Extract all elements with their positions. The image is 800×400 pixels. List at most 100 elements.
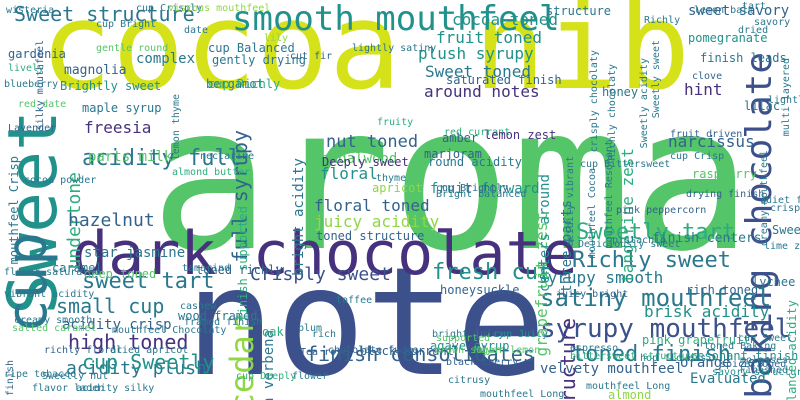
- word-cloud-term: around notes: [424, 82, 540, 101]
- word-cloud-term: Deeply sweet: [322, 155, 409, 169]
- word-cloud-term: richly floral: [44, 345, 123, 356]
- word-cloud-term: red currant: [444, 127, 511, 138]
- word-cloud-term: saturated finish: [446, 73, 562, 87]
- word-cloud-term: mouthfeel Long: [480, 389, 565, 400]
- word-cloud-term: Finished: [740, 365, 789, 376]
- word-cloud-term: crisp sweet: [770, 203, 800, 214]
- word-cloud-term: rich toned: [686, 283, 759, 297]
- word-cloud-term: spice toned: [720, 359, 787, 370]
- word-cloud-term: freesia: [84, 118, 152, 137]
- word-cloud-term: parts milk: [88, 149, 173, 165]
- word-cloud-term: cup Sweetly: [82, 350, 215, 374]
- word-cloud-term: high toned: [68, 330, 189, 354]
- word-cloud-term: plush syrupy: [418, 44, 534, 63]
- word-cloud-term: wood framed: [178, 309, 258, 323]
- word-cloud-term: fresh cut: [432, 260, 552, 285]
- word-cloud-term: round acidity: [428, 155, 522, 169]
- word-cloud-term: Bright balanced: [436, 189, 527, 200]
- word-cloud-term: agave syrup: [430, 339, 510, 353]
- word-cloud-term: cup Bittersweet: [580, 159, 671, 170]
- word-cloud-term: cup Brightly: [436, 183, 509, 194]
- word-cloud-term: cup Richly: [208, 77, 281, 91]
- word-cloud-term: Lavender: [8, 123, 57, 134]
- word-cloud-term: cashew: [180, 301, 217, 312]
- word-cloud-term: orange zest: [680, 355, 773, 371]
- word-cloud-term: lime zest: [764, 241, 800, 252]
- word-cloud-term: Sweetly sweet: [772, 223, 800, 237]
- word-cloud-term: tart: [742, 1, 767, 12]
- word-cloud-term: honey: [602, 85, 639, 99]
- word-cloud-term: toned richly: [196, 263, 283, 277]
- word-cloud-term: bright acidity: [291, 158, 307, 277]
- word-cloud-term: acidity full: [82, 146, 241, 171]
- word-cloud-term: Sweetly nut: [42, 371, 109, 382]
- word-cloud-term: Meyer lemon: [474, 345, 541, 356]
- word-cloud-term: Sweetly tart: [576, 220, 735, 245]
- word-cloud-term: cup Deeply: [236, 371, 297, 382]
- word-cloud-term: Sweet structure: [14, 2, 195, 26]
- word-cloud-term: mouthfeel Chocolaty: [112, 325, 227, 336]
- word-cloud-term: juicy bright: [556, 289, 629, 300]
- word-cloud-term: hop flowers: [640, 353, 707, 364]
- word-cloud-term: viscous mouthfeel: [168, 3, 271, 14]
- word-cloud-term: flower: [292, 371, 329, 382]
- word-cloud-term: oak: [262, 325, 284, 339]
- word-cloud-term: molasses: [740, 355, 789, 366]
- word-cloud-term: balanced acidity: [785, 300, 799, 400]
- word-cloud-term: syrupy smooth: [538, 268, 664, 287]
- word-cloud-term: finish leads: [700, 51, 787, 65]
- word-cloud-term: satiny mouthfeel: [540, 284, 772, 312]
- word-cloud-term: finish centers: [652, 231, 762, 246]
- word-cloud-term: red date: [18, 99, 67, 110]
- word-cloud-term: star jasmine: [84, 245, 186, 261]
- word-cloud-term: note: [185, 236, 547, 400]
- word-cloud-term: salted caramel: [12, 323, 97, 334]
- word-cloud-term: Brightly sweet: [60, 79, 162, 93]
- word-cloud-term: acidity crisp: [62, 317, 172, 333]
- word-cloud-term: cut fir: [290, 51, 333, 62]
- word-cloud-term: citrusy: [448, 375, 491, 386]
- word-cloud-term: smooth mouthfeel: [232, 0, 560, 39]
- word-cloud-term: quiet floral: [760, 195, 800, 206]
- word-cloud-term: toffee: [336, 295, 373, 306]
- word-cloud-term: honeysuckle: [440, 283, 520, 297]
- word-cloud-term: resonant finish: [690, 349, 799, 363]
- word-cloud-term: toned Baking: [704, 341, 777, 352]
- word-cloud-term: tamarind: [182, 263, 231, 274]
- word-cloud-term: gardenia: [8, 47, 66, 61]
- word-cloud-term: drying finish: [686, 189, 765, 200]
- word-cloud-term: magnolia: [64, 63, 127, 78]
- word-cloud-term: apricot: [372, 181, 423, 195]
- word-cloud-term: ripe tobacco: [4, 369, 77, 380]
- word-cloud-term: hazelnut: [68, 210, 155, 231]
- word-cloud-term: nut toned: [326, 132, 419, 152]
- word-cloud-term: lemon balm: [694, 5, 755, 16]
- word-cloud-term: pink grapefruit: [642, 333, 751, 347]
- word-cloud-term: supported: [436, 333, 491, 344]
- word-cloud-term: Evaluated: [690, 371, 766, 387]
- word-cloud-term: black currant: [360, 344, 454, 358]
- word-cloud-term: gentle round: [96, 43, 169, 54]
- word-cloud-term: small cup: [56, 294, 165, 318]
- word-cloud-term: flavor saturated: [4, 267, 101, 278]
- word-cloud-term: date: [184, 25, 209, 36]
- word-cloud-term: chocolate fudge: [328, 345, 419, 356]
- word-cloud-term: cup Sweet: [738, 333, 793, 344]
- word-cloud-term: aroma: [150, 63, 753, 296]
- word-cloud-term: Richly chocolaty: [607, 64, 618, 161]
- word-cloud-term: Richly: [644, 15, 681, 26]
- word-cloud-term: savory: [754, 17, 791, 28]
- word-cloud-term: centers around: [537, 174, 553, 293]
- word-cloud-term: thyme: [376, 173, 407, 184]
- word-cloud-term: mouthfeel Crisp: [7, 156, 21, 265]
- word-cloud-term: deep toned: [84, 267, 157, 281]
- word-cloud-term: Sweetly acidity: [639, 58, 650, 149]
- word-cloud-term: fruit toned: [436, 28, 542, 47]
- word-cloud-term: nectarine: [200, 151, 255, 162]
- word-cloud-term: vibrant acidity: [4, 289, 95, 300]
- word-cloud-term: lychee: [752, 275, 796, 289]
- word-cloud-term: sweet tart: [82, 269, 215, 294]
- word-cloud-term: raspberry: [692, 167, 758, 181]
- word-cloud-term: lemon zest: [484, 128, 557, 142]
